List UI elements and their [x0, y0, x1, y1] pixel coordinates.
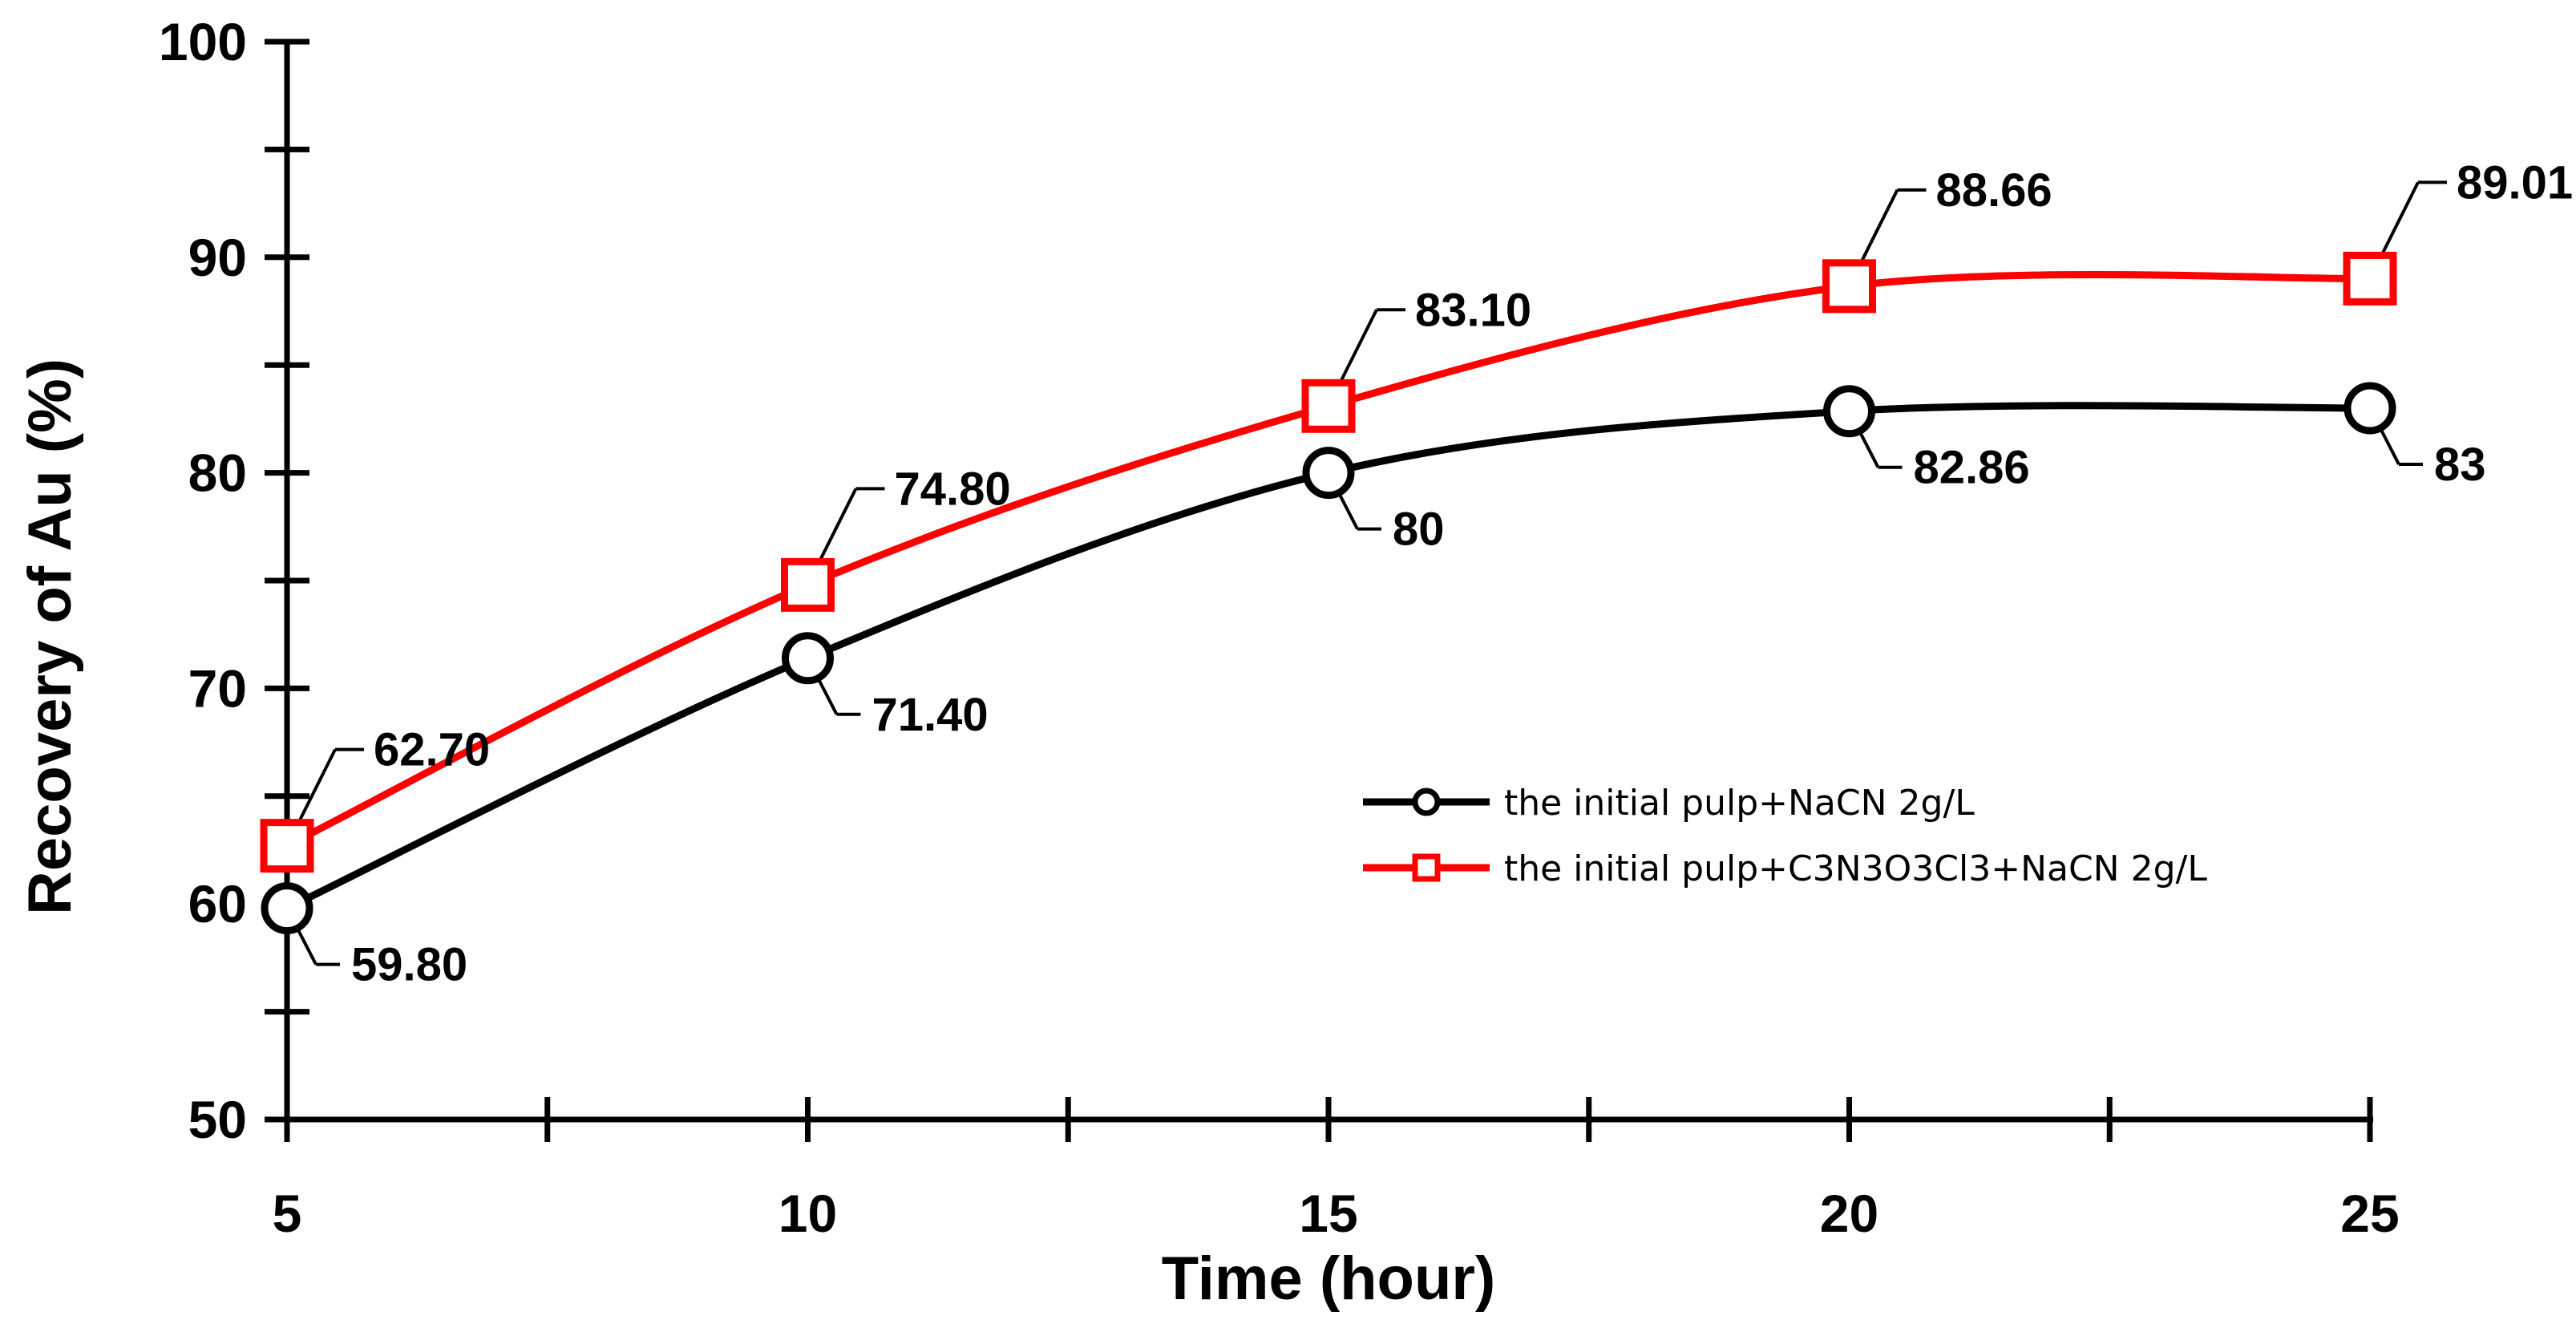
y-axis-title: Recovery of Au (%) [16, 358, 84, 915]
axes: 50 60 70 80 90 100 5 10 15 20 25 [159, 12, 2400, 1243]
legend-entry: the initial pulp+NaCN 2g/L [1363, 783, 1975, 824]
data-label: 82.86 [1914, 442, 2030, 494]
y-tick-label: 70 [188, 658, 247, 718]
y-tick-label: 80 [188, 443, 247, 503]
legend-entry: the initial pulp+C3N3O3Cl3+NaCN 2g/L [1363, 848, 2207, 889]
data-point-circle [1823, 385, 1875, 438]
data-label: 59.80 [351, 939, 467, 991]
data-point-circle [1302, 447, 1355, 500]
data-label: 83.10 [1415, 284, 1531, 336]
x-tick-label: 25 [2340, 1184, 2399, 1243]
data-point-square [781, 557, 835, 612]
data-point-circle [2343, 382, 2396, 435]
x-tick-label: 5 [273, 1184, 302, 1243]
series-c3n3o3cl3-naCN [260, 251, 2397, 873]
data-label: 80 [1393, 504, 1445, 556]
x-axis-title: Time (hour) [1162, 1245, 1496, 1313]
data-point-square [1822, 259, 1876, 314]
y-tick-label: 90 [188, 228, 247, 287]
legend-label: the initial pulp+C3N3O3Cl3+NaCN 2g/L [1504, 848, 2207, 889]
data-label: 74.80 [895, 463, 1011, 515]
data-label: 83 [2434, 439, 2486, 491]
x-tick-label: 15 [1299, 1184, 1357, 1243]
data-point-square [260, 819, 314, 873]
legend-label: the initial pulp+NaCN 2g/L [1504, 783, 1975, 824]
y-tick-label: 60 [188, 874, 247, 933]
data-label: 88.66 [1936, 164, 2052, 217]
data-label: 71.40 [872, 689, 989, 741]
data-label: 62.70 [374, 724, 490, 776]
x-tick-label: 10 [778, 1184, 837, 1243]
legend: the initial pulp+NaCN 2g/L the initial pu… [1363, 783, 2207, 889]
data-point-circle [782, 632, 834, 685]
data-label: 89.01 [2457, 156, 2573, 209]
legend-swatch-circle [1412, 787, 1441, 816]
data-label-leaders [285, 180, 2447, 966]
series-layer [260, 251, 2397, 935]
x-tick-label: 20 [1820, 1184, 1878, 1243]
data-point-square [2343, 251, 2397, 306]
data-point-circle [261, 882, 313, 935]
legend-swatch-square [1412, 853, 1441, 882]
data-labels: 59.80 71.40 80 82.86 83 62.70 74.80 83.10 88.66 8… [351, 156, 2573, 990]
y-tick-label: 100 [159, 12, 247, 71]
series-line [285, 270, 2371, 849]
y-tick-label: 50 [188, 1090, 247, 1149]
series-naCN [261, 382, 2396, 935]
data-point-square [1301, 379, 1356, 433]
